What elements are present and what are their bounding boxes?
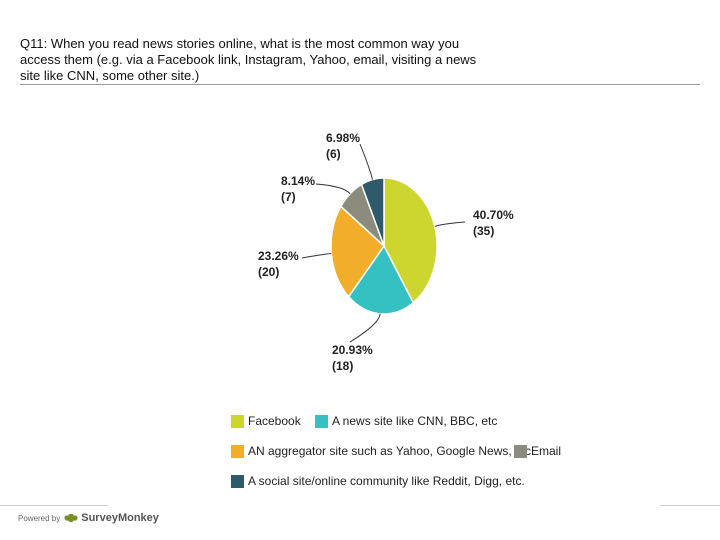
data-label-percent-email: 8.14%: [281, 174, 315, 188]
legend-label-news-site: A news site like CNN, BBC, etc: [332, 414, 498, 428]
leader-line-social-site: [359, 143, 373, 180]
data-label-percent-aggregator: 23.26%: [258, 249, 299, 263]
data-label-percent-facebook: 40.70%: [473, 208, 514, 222]
data-label-count-facebook: (35): [473, 224, 494, 238]
legend-item-news-site: A news site like CNN, BBC, etc: [315, 414, 497, 428]
legend-item-facebook: Facebook: [231, 414, 301, 428]
legend-label-aggregator: AN aggregator site such as Yahoo, Google…: [248, 444, 535, 458]
data-label-count-aggregator: (20): [258, 265, 279, 279]
footer: Powered by SurveyMonkey: [18, 512, 159, 524]
footer-divider-left: [0, 505, 108, 506]
data-label-percent-news-site: 20.93%: [332, 343, 373, 357]
data-label-percent-social-site: 6.98%: [326, 131, 360, 145]
question-title: Q11: When you read news stories online, …: [20, 36, 477, 83]
legend: Facebook A news site like CNN, BBC, etc …: [231, 414, 591, 494]
footer-divider-right: [660, 505, 720, 506]
surveymonkey-logo: SurveyMonkey: [64, 512, 159, 524]
legend-swatch-social-site: [231, 474, 244, 488]
legend-swatch-email: [514, 444, 527, 458]
pie-slice-social-site: [360, 177, 385, 247]
legend-item-social-site: A social site/online community like Redd…: [231, 474, 525, 488]
leader-line-news-site: [349, 313, 381, 343]
leader-line-email: [315, 183, 351, 195]
leader-line-aggregator: [301, 253, 332, 259]
legend-swatch-news-site: [315, 414, 328, 428]
data-label-count-social-site: (6): [326, 147, 341, 161]
surveymonkey-brand: SurveyMonkey: [81, 512, 159, 524]
surveymonkey-logo-icon: [64, 513, 78, 523]
legend-item-aggregator: AN aggregator site such as Yahoo, Google…: [231, 444, 534, 458]
legend-label-social-site: A social site/online community like Redd…: [248, 474, 525, 488]
legend-swatch-aggregator: [231, 444, 244, 458]
legend-item-email: Email: [514, 444, 561, 458]
legend-swatch-facebook: [231, 414, 244, 428]
legend-label-facebook: Facebook: [248, 414, 301, 428]
legend-label-email: Email: [531, 444, 562, 458]
leader-line-facebook: [434, 221, 466, 227]
pie-slice-aggregator: [330, 205, 385, 298]
title-divider: [20, 84, 700, 85]
powered-by-text: Powered by: [18, 513, 61, 523]
data-label-count-news-site: (18): [332, 359, 353, 373]
data-label-count-email: (7): [281, 190, 296, 204]
